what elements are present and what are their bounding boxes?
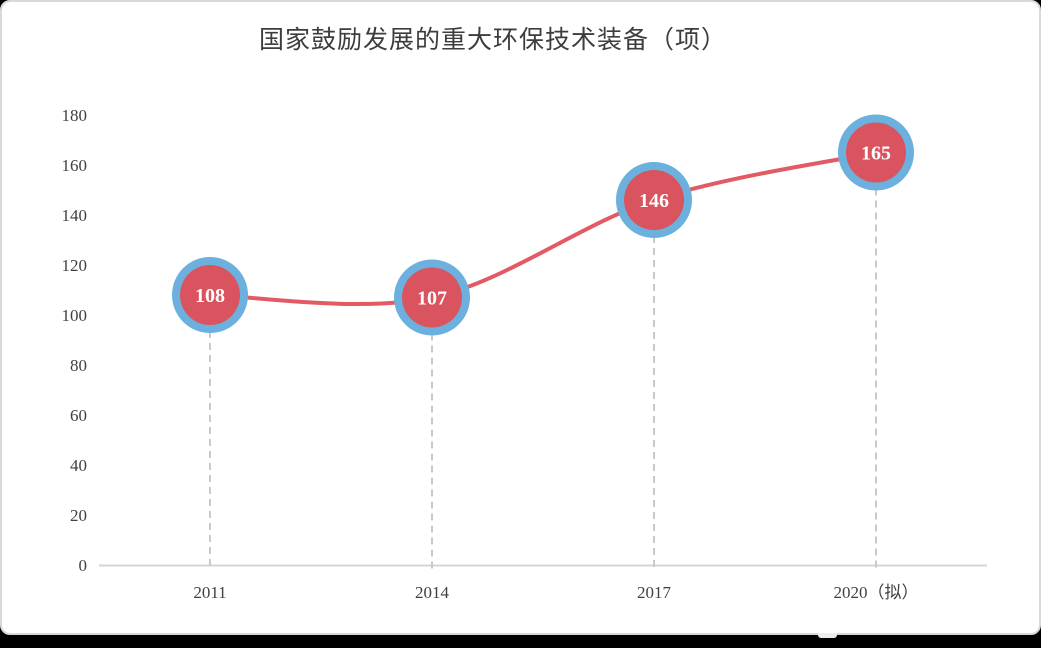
x-axis-tick-label: 2017 (637, 583, 672, 602)
marker (402, 267, 462, 328)
marker (846, 122, 906, 183)
y-axis-tick-label: 140 (62, 206, 88, 225)
data-point-label: 107 (417, 288, 447, 310)
y-axis-tick-label: 120 (62, 256, 88, 275)
marker (624, 170, 684, 230)
y-axis-tick-label: 80 (70, 356, 87, 375)
y-axis-tick-label: 160 (62, 156, 88, 175)
bottom-black-bar (0, 635, 1041, 648)
line-chart-svg: 0 20 40 60 80 100 120 140 160 180 2011 2014 2017 2020… (62, 106, 987, 602)
chart-title: 国家鼓励发展的重大环保技术装备（项） (258, 27, 727, 54)
x-axis-tick-label: 2020（拟） (834, 583, 919, 602)
y-axis-tick-label: 60 (70, 406, 87, 425)
marker (180, 265, 240, 325)
y-axis-tick-label: 0 (79, 556, 88, 575)
chart-card: 国家鼓励发展的重大环保技术装备（项） 0 20 40 60 80 100 120 140 160… (0, 0, 1041, 635)
series-line (209, 150, 877, 307)
bottom-edge-notch (818, 633, 837, 638)
y-axis-tick-label: 40 (70, 456, 87, 475)
y-axis-tick-label: 20 (70, 506, 87, 525)
line-chart: 0 20 40 60 80 100 120 140 160 180 2011 2014 2017 2020… (2, 2, 1041, 637)
data-point-label: 108 (195, 285, 225, 307)
x-axis-tick-label: 2014 (415, 583, 450, 602)
y-axis-tick-label: 100 (62, 306, 88, 325)
y-axis-tick-label: 180 (62, 106, 88, 125)
data-point-label: 165 (861, 143, 891, 165)
data-point-label: 146 (639, 190, 669, 212)
x-axis-tick-label: 2011 (193, 583, 226, 602)
